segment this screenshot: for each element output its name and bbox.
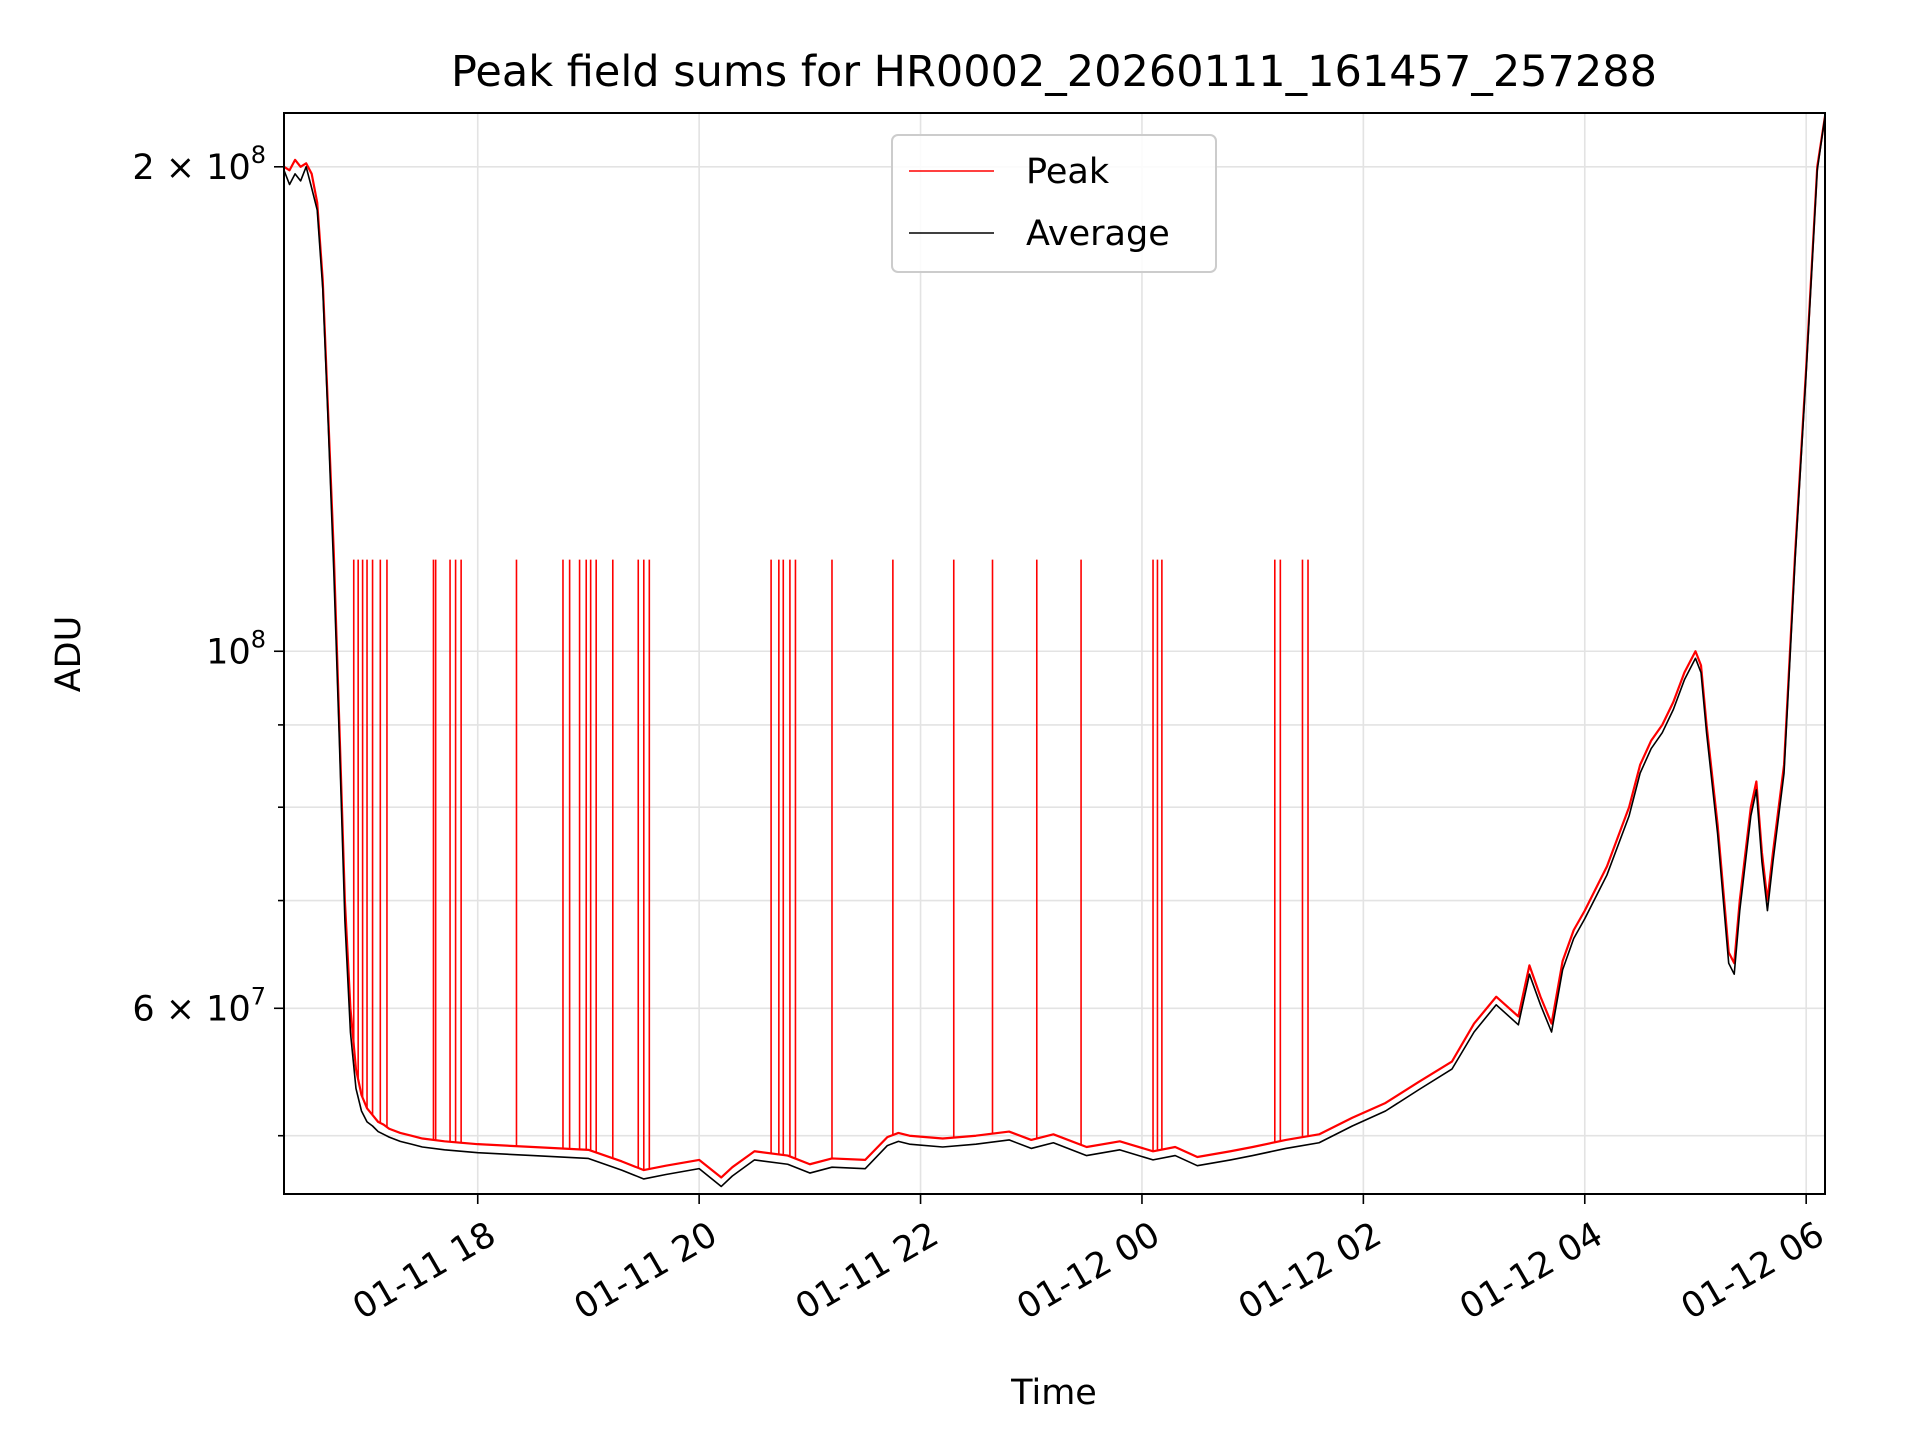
legend-label-peak: Peak xyxy=(1026,152,1110,192)
y-tick-label: 2 × 108 xyxy=(132,141,266,188)
plot-frame xyxy=(283,112,1826,1195)
legend-label-average: Average xyxy=(1026,214,1170,254)
y-axis: 6 × 107 108 2 × 108 xyxy=(132,141,284,1137)
series-line-average xyxy=(284,116,1825,1188)
x-axis-label: Time xyxy=(1010,1373,1097,1413)
legend-box xyxy=(891,134,1217,273)
y-tick-label: 108 xyxy=(206,625,266,672)
chart-title: Peak field sums for HR0002_20260111_1614… xyxy=(451,47,1657,97)
y-axis-label: ADU xyxy=(49,616,89,693)
series-line-peak xyxy=(284,116,1825,1179)
y-tick-label: 6 × 107 xyxy=(132,982,266,1029)
series-layer xyxy=(284,116,1825,1188)
legend: Peak Average xyxy=(891,134,1217,273)
plot-area xyxy=(284,116,1825,1188)
